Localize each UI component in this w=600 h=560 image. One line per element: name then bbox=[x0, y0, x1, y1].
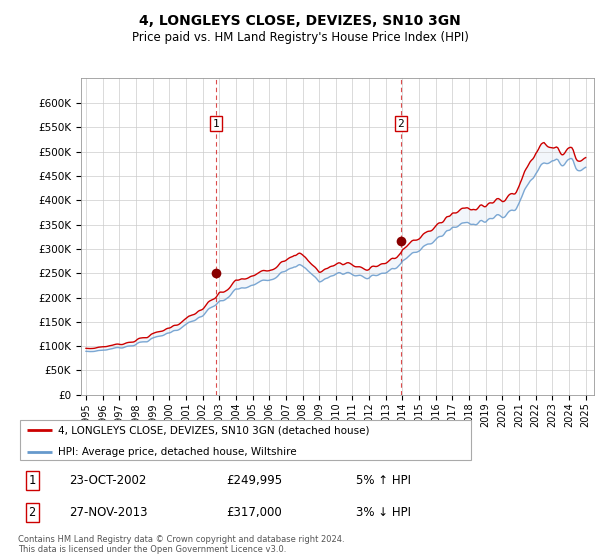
Text: 4, LONGLEYS CLOSE, DEVIZES, SN10 3GN (detached house): 4, LONGLEYS CLOSE, DEVIZES, SN10 3GN (de… bbox=[58, 425, 370, 435]
Text: £249,995: £249,995 bbox=[227, 474, 283, 487]
FancyBboxPatch shape bbox=[20, 420, 471, 460]
Text: 1: 1 bbox=[29, 474, 35, 487]
Text: 3% ↓ HPI: 3% ↓ HPI bbox=[356, 506, 412, 519]
Text: Price paid vs. HM Land Registry's House Price Index (HPI): Price paid vs. HM Land Registry's House … bbox=[131, 31, 469, 44]
Text: HPI: Average price, detached house, Wiltshire: HPI: Average price, detached house, Wilt… bbox=[58, 447, 297, 458]
Text: £317,000: £317,000 bbox=[227, 506, 283, 519]
Text: Contains HM Land Registry data © Crown copyright and database right 2024.: Contains HM Land Registry data © Crown c… bbox=[18, 535, 344, 544]
Text: 23-OCT-2002: 23-OCT-2002 bbox=[69, 474, 146, 487]
Text: 5% ↑ HPI: 5% ↑ HPI bbox=[356, 474, 412, 487]
Text: 27-NOV-2013: 27-NOV-2013 bbox=[69, 506, 147, 519]
Text: 1: 1 bbox=[212, 119, 219, 129]
Text: 2: 2 bbox=[397, 119, 404, 129]
Text: 4, LONGLEYS CLOSE, DEVIZES, SN10 3GN: 4, LONGLEYS CLOSE, DEVIZES, SN10 3GN bbox=[139, 14, 461, 28]
Text: 2: 2 bbox=[29, 506, 35, 519]
Text: This data is licensed under the Open Government Licence v3.0.: This data is licensed under the Open Gov… bbox=[18, 545, 286, 554]
